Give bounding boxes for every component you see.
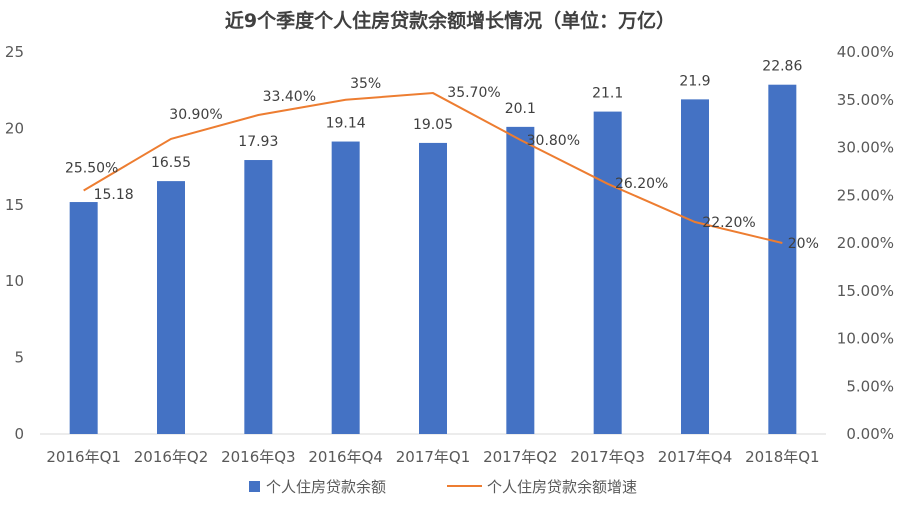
bar-value-label: 17.93 — [238, 134, 278, 150]
line-value-label: 30.80% — [527, 133, 580, 149]
y-right-tick-label: 40.00% — [837, 43, 894, 61]
legend-line-label: 个人住房贷款余额增速 — [487, 478, 637, 496]
bar — [157, 181, 185, 434]
y-right-tick-label: 5.00% — [846, 377, 894, 395]
y-left-tick-label: 5 — [14, 349, 24, 367]
bar-value-label: 15.18 — [94, 187, 134, 203]
x-tick-label: 2018年Q1 — [745, 448, 820, 466]
line-value-label: 22.20% — [702, 215, 755, 231]
chart-title: 近9个季度个人住房贷款余额增长情况（单位：万亿） — [225, 9, 675, 32]
bar-value-label: 21.1 — [592, 86, 623, 102]
x-tick-label: 2016年Q1 — [46, 448, 121, 466]
bar — [681, 99, 709, 435]
bar-value-label: 21.9 — [679, 73, 710, 89]
bar — [419, 142, 447, 434]
x-tick-label: 2016年Q2 — [134, 448, 209, 466]
x-tick-label: 2016年Q4 — [308, 448, 383, 466]
y-left-tick-label: 10 — [5, 272, 24, 290]
line-value-label: 35% — [350, 76, 381, 92]
line-value-label: 30.90% — [169, 107, 222, 123]
y-right-tick-label: 20.00% — [837, 234, 894, 252]
bar-value-label: 16.55 — [151, 155, 191, 171]
x-tick-label: 2016年Q3 — [221, 448, 296, 466]
line-value-label: 25.50% — [65, 160, 118, 176]
legend-bar-label: 个人住房贷款余额 — [266, 478, 386, 496]
bar-value-label: 20.1 — [505, 101, 536, 117]
y-left-tick-label: 0 — [14, 425, 24, 443]
line-value-label: 33.40% — [263, 89, 316, 105]
bar-value-label: 19.14 — [326, 116, 366, 132]
y-right-tick-label: 0.00% — [846, 425, 894, 443]
y-right-tick-label: 25.00% — [837, 186, 894, 204]
legend-bar-swatch — [249, 481, 260, 492]
line-value-label: 26.20% — [615, 176, 668, 192]
x-tick-label: 2017年Q4 — [658, 448, 733, 466]
bar — [244, 160, 273, 434]
bar-value-label: 22.86 — [762, 59, 802, 75]
y-left-tick-label: 20 — [5, 119, 24, 137]
legend: 个人住房贷款余额 个人住房贷款余额增速 — [249, 478, 637, 496]
bar — [506, 126, 535, 434]
bar — [768, 84, 797, 434]
line-value-label: 20% — [788, 236, 819, 252]
y-right-tick-label: 30.00% — [837, 139, 894, 157]
y-right-tick-label: 15.00% — [837, 282, 894, 300]
bar-value-label: 19.05 — [413, 117, 453, 133]
y-left-tick-label: 15 — [5, 196, 24, 214]
bar — [593, 111, 622, 434]
x-tick-label: 2017年Q3 — [570, 448, 645, 466]
y-right-tick-label: 35.00% — [837, 91, 894, 109]
y-left-tick-label: 25 — [5, 43, 24, 61]
bar — [69, 202, 98, 434]
x-tick-label: 2017年Q1 — [396, 448, 471, 466]
y-right-tick-label: 10.00% — [837, 330, 894, 348]
bar — [331, 141, 360, 434]
line-value-label: 35.70% — [447, 85, 500, 101]
x-tick-label: 2017年Q2 — [483, 448, 558, 466]
